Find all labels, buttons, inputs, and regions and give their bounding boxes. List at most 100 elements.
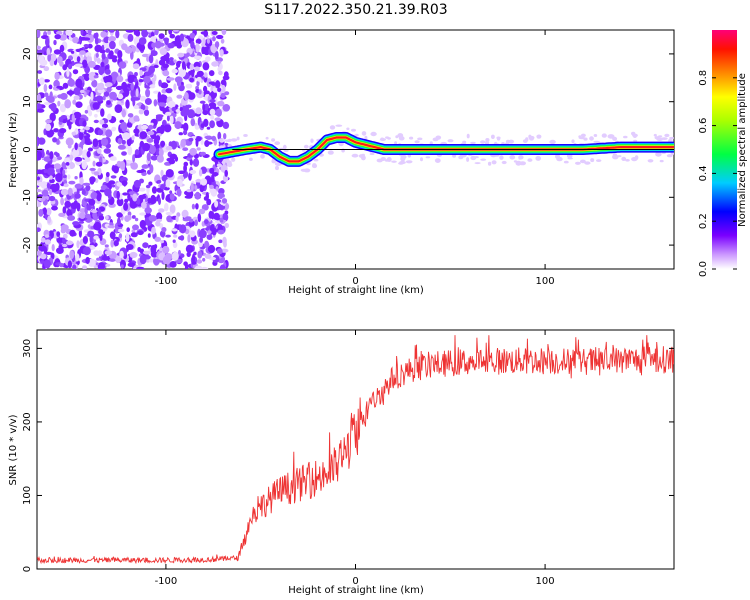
noise-speckle	[47, 96, 55, 103]
noise-speckle	[145, 88, 151, 98]
ridge-speckle	[327, 150, 334, 155]
noise-speckle	[109, 258, 116, 262]
ridge-speckle	[659, 159, 664, 163]
noise-speckle	[176, 61, 181, 68]
x-tick-label: 0	[352, 276, 358, 287]
noise-speckle	[201, 266, 209, 269]
ridge-speckle	[417, 137, 423, 141]
x-tick-label: 100	[536, 276, 555, 287]
noise-speckle	[196, 147, 201, 151]
noise-speckle	[91, 79, 98, 88]
noise-speckle	[189, 159, 193, 166]
noise-speckle	[97, 262, 105, 269]
noise-speckle	[121, 151, 127, 156]
noise-speckle	[62, 64, 68, 71]
noise-speckle	[200, 139, 204, 145]
noise-speckle	[124, 46, 133, 54]
noise-speckle	[103, 148, 112, 154]
noise-speckle	[182, 147, 189, 152]
noise-speckle	[217, 66, 221, 72]
noise-speckle	[45, 123, 52, 131]
noise-speckle	[149, 164, 154, 174]
noise-speckle	[173, 30, 179, 33]
noise-speckle	[106, 100, 111, 105]
ridge-speckle	[409, 136, 414, 140]
noise-speckle	[136, 197, 141, 205]
noise-speckle	[98, 215, 105, 221]
noise-speckle	[56, 247, 64, 255]
ridge-speckle	[556, 156, 563, 162]
noise-speckle	[76, 56, 81, 63]
noise-speckle	[166, 115, 170, 122]
ridge-speckle	[584, 161, 591, 165]
ridge-speckle	[425, 156, 431, 159]
noise-speckle	[172, 239, 176, 243]
ridge-speckle	[580, 133, 586, 138]
noise-speckle	[162, 245, 170, 254]
noise-speckle	[153, 74, 157, 82]
ridge-speckle	[623, 135, 628, 139]
noise-speckle	[219, 49, 224, 57]
noise-speckle	[105, 129, 113, 138]
noise-speckle	[195, 179, 202, 183]
noise-speckle	[49, 175, 53, 180]
noise-speckle	[54, 72, 60, 81]
noise-speckle	[135, 88, 139, 97]
noise-speckle	[190, 118, 196, 127]
x-tick-label: -100	[155, 576, 178, 587]
noise-speckle	[83, 91, 87, 98]
noise-speckle	[162, 255, 171, 265]
noise-speckle	[40, 237, 46, 243]
noise-speckle	[73, 95, 80, 100]
noise-speckle	[58, 128, 67, 134]
noise-speckle	[178, 249, 181, 256]
noise-speckle	[132, 224, 139, 231]
noise-speckle	[145, 184, 151, 189]
ridge-speckle	[395, 135, 399, 139]
noise-speckle	[109, 40, 116, 50]
noise-speckle	[125, 78, 129, 82]
noise-speckle	[139, 131, 148, 140]
noise-speckle	[96, 193, 102, 202]
noise-speckle	[202, 102, 206, 112]
noise-speckle	[43, 79, 50, 83]
noise-speckle	[49, 188, 53, 196]
noise-speckle	[104, 188, 112, 197]
noise-speckle	[210, 223, 215, 230]
noise-speckle	[67, 187, 73, 196]
noise-speckle	[169, 57, 174, 61]
noise-speckle	[214, 200, 219, 208]
noise-speckle	[49, 112, 56, 122]
noise-speckle	[97, 129, 104, 136]
ridge-speckle	[458, 155, 464, 160]
noise-speckle	[57, 94, 64, 99]
noise-speckle	[43, 156, 51, 162]
noise-speckle	[186, 251, 191, 257]
noise-speckle	[104, 68, 111, 75]
noise-speckle	[108, 180, 116, 185]
noise-speckle	[192, 158, 200, 167]
colorbar-label: Normalized spectral amplitude	[737, 73, 748, 227]
noise-speckle	[200, 178, 208, 186]
noise-speckle	[127, 113, 134, 118]
noise-speckle	[173, 234, 178, 238]
colorbar-tick-label: 0.4	[698, 165, 709, 181]
noise-speckle	[160, 184, 166, 190]
noise-speckle	[116, 182, 123, 187]
noise-speckle	[189, 230, 196, 238]
noise-speckle	[170, 115, 174, 125]
noise-speckle	[217, 204, 226, 210]
noise-speckle	[203, 30, 209, 37]
noise-speckle	[141, 201, 148, 209]
ridge-speckle	[632, 133, 638, 138]
noise-speckle	[44, 92, 49, 97]
noise-speckle	[84, 157, 91, 163]
noise-speckle	[74, 63, 83, 68]
noise-speckle	[165, 234, 171, 238]
noise-speckle	[206, 126, 211, 130]
noise-speckle	[155, 114, 164, 118]
noise-speckle	[43, 246, 48, 255]
ridge-speckle	[283, 149, 289, 152]
noise-speckle	[167, 100, 176, 109]
